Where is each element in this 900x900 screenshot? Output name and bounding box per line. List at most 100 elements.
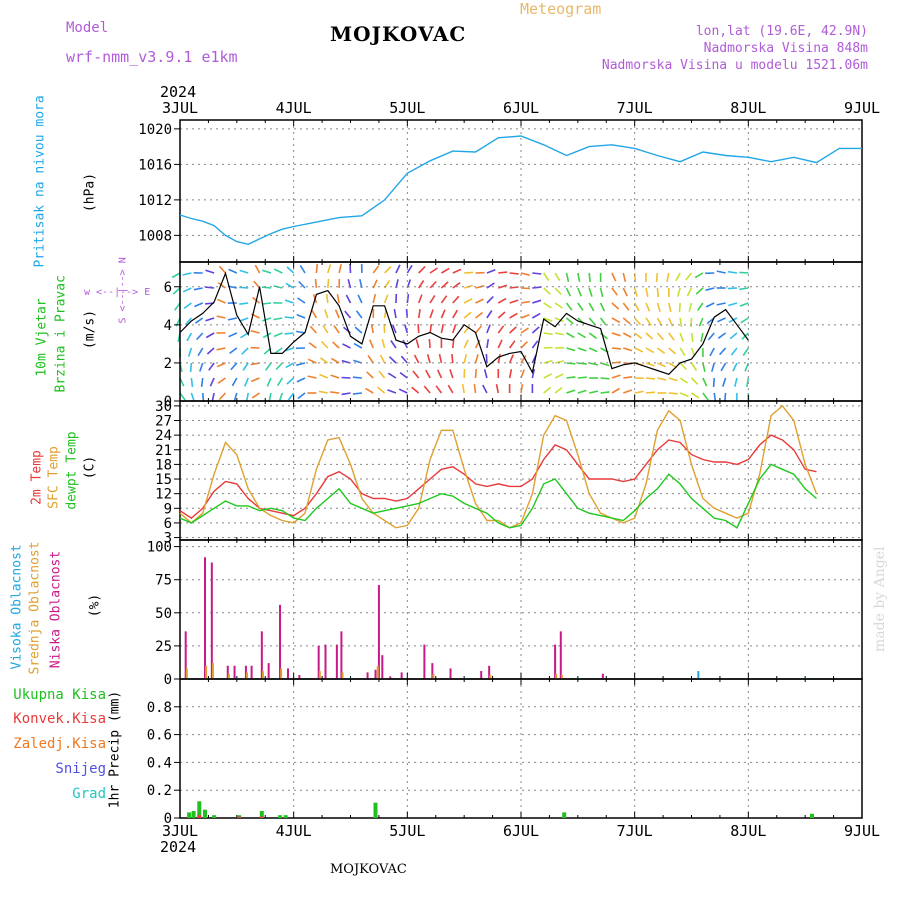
wind-barb bbox=[0, 0, 805, 363]
wind-barb bbox=[577, 347, 587, 352]
wind-barb bbox=[543, 332, 553, 336]
wind-barb bbox=[611, 287, 618, 296]
wind-barb bbox=[205, 286, 215, 289]
wind-barb bbox=[0, 0, 805, 273]
wind-barb bbox=[589, 362, 599, 366]
wind-barb bbox=[554, 332, 565, 336]
wind-barb bbox=[218, 392, 227, 401]
wind-barb bbox=[697, 302, 704, 311]
wind-barb bbox=[418, 266, 426, 274]
wind-barb bbox=[577, 376, 587, 379]
wind-barb bbox=[266, 377, 272, 387]
wind-barb bbox=[531, 340, 539, 349]
wind-barb bbox=[611, 387, 621, 394]
wind-barb bbox=[0, 0, 862, 363]
wind-barb bbox=[645, 377, 656, 380]
wind-barb bbox=[0, 0, 794, 363]
wind-barb bbox=[297, 297, 306, 304]
wind-barb bbox=[623, 347, 633, 352]
wind-barb bbox=[429, 294, 436, 304]
wind-barb bbox=[717, 332, 727, 339]
wind-barb bbox=[205, 269, 215, 274]
wind-barb bbox=[565, 317, 574, 325]
wind-barb bbox=[543, 373, 553, 379]
station-title: MOJKOVAC bbox=[330, 22, 467, 46]
wind-barb bbox=[474, 354, 479, 364]
wind-barb bbox=[352, 376, 362, 379]
wind-barb bbox=[656, 332, 664, 341]
wind-barb bbox=[216, 362, 226, 368]
x-tick-label-bottom: 7JUL bbox=[617, 822, 653, 840]
wind-barb bbox=[428, 338, 431, 349]
wind-barb bbox=[0, 0, 817, 273]
wind-barb bbox=[700, 332, 704, 342]
precip-bar bbox=[810, 813, 814, 818]
wind-barb bbox=[208, 362, 215, 371]
temp-tick-label: 24 bbox=[155, 428, 172, 444]
wind-barb bbox=[196, 332, 204, 341]
wind-barb bbox=[298, 280, 306, 289]
wind-barb bbox=[463, 325, 471, 334]
wind-barb bbox=[611, 332, 621, 337]
wind-barb bbox=[0, 0, 782, 273]
wind-barb bbox=[554, 373, 564, 379]
wind-barb bbox=[440, 309, 446, 319]
wind-barb bbox=[398, 388, 408, 394]
wind-barb bbox=[0, 0, 862, 303]
precip-bar bbox=[283, 815, 288, 818]
wind-barb bbox=[0, 0, 862, 273]
wind-barb bbox=[464, 271, 474, 274]
wind-barb bbox=[554, 386, 563, 394]
wind-barb bbox=[0, 0, 782, 288]
precip-bar bbox=[197, 801, 202, 818]
wind-barb bbox=[0, 0, 794, 303]
wind-barb bbox=[482, 384, 488, 394]
temp-tick-label: 6 bbox=[164, 516, 172, 532]
wind-barb bbox=[296, 330, 306, 334]
wind-barb bbox=[353, 342, 363, 349]
wind-barb bbox=[509, 272, 519, 275]
wind-barb bbox=[357, 294, 363, 304]
wind-barb bbox=[657, 377, 667, 381]
wind-barb bbox=[623, 389, 633, 394]
wind-barb bbox=[429, 280, 437, 289]
wind-barb bbox=[0, 0, 771, 393]
wind-barb bbox=[379, 354, 386, 364]
wind-barb bbox=[324, 309, 329, 319]
wind-barb bbox=[0, 0, 828, 333]
wind-barb bbox=[190, 377, 194, 388]
wind-barb bbox=[0, 0, 760, 318]
wind-barb bbox=[0, 0, 817, 363]
wind-barb bbox=[520, 272, 530, 277]
wind-barb bbox=[262, 317, 272, 322]
model-name: wrf-nmm_v3.9.1 e1km bbox=[66, 48, 238, 66]
wind-barb bbox=[383, 323, 386, 334]
wind-barb bbox=[0, 0, 828, 288]
wind-barb bbox=[307, 358, 317, 364]
wind-barb bbox=[688, 302, 693, 312]
wind-barb bbox=[187, 347, 193, 357]
wind-barb bbox=[577, 287, 583, 297]
wind-barb bbox=[311, 309, 318, 319]
wind-barb bbox=[0, 0, 805, 348]
wind-barb bbox=[543, 272, 550, 281]
wind-barb bbox=[668, 362, 677, 369]
wind-barb bbox=[275, 362, 283, 371]
wind-barb bbox=[611, 317, 621, 324]
lonlat-label: lon,lat (19.6E, 42.9N) bbox=[695, 24, 868, 39]
wind-barb bbox=[0, 0, 771, 303]
wind-barb bbox=[486, 324, 491, 334]
wind-barb bbox=[486, 269, 496, 274]
wind-barb bbox=[497, 311, 506, 319]
wind-barb bbox=[532, 272, 542, 275]
wind-barb bbox=[679, 392, 689, 398]
wind-barb bbox=[0, 0, 782, 318]
model-label: Model bbox=[66, 20, 109, 36]
precip-bar bbox=[237, 816, 242, 818]
wind-barb bbox=[498, 284, 508, 289]
wind-barb bbox=[447, 384, 454, 394]
wind-barb bbox=[417, 308, 421, 319]
model-elevation-label: Nadmorska Visina u modelu 1521.06m bbox=[601, 58, 868, 73]
wind-speed-line bbox=[179, 271, 749, 375]
